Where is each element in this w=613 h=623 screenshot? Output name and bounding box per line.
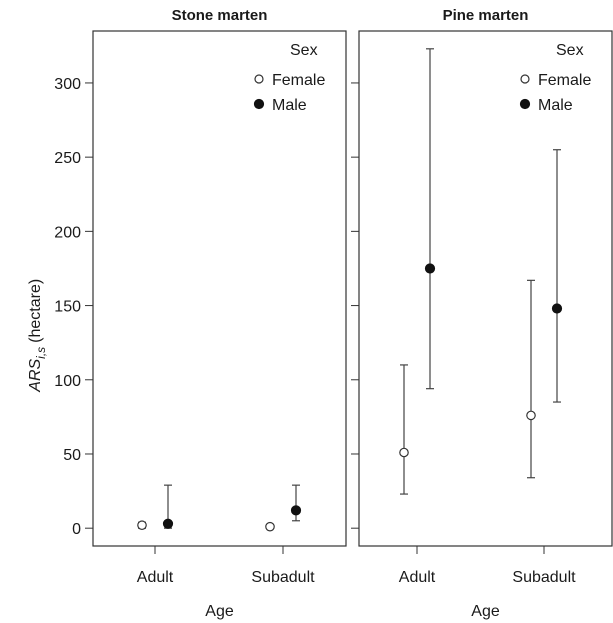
male-point [551,303,563,314]
y-axis-title-main: ARS [27,358,44,392]
y-tick-label: 250 [54,150,81,167]
legend-female-marker [254,74,264,84]
y-tick-label: 0 [72,521,81,538]
panel-title: Pine marten [443,7,529,24]
x-tick-label: Adult [137,569,174,586]
legend-title: Sex [290,42,318,59]
x-tick-label: Adult [399,569,436,586]
legend-male-marker [519,98,531,110]
male-point [162,518,174,529]
y-axis-title-subscript: i,s [34,347,48,359]
y-axis-title-unit: (hectare) [27,279,44,343]
legend-female-label: Female [272,72,325,89]
legend-female-label: Female [538,72,591,89]
legend-male-marker [253,98,265,110]
x-tick-label: Subadult [512,569,576,586]
panel-title: Stone marten [172,7,268,24]
female-point [526,410,536,421]
panel-frame [358,30,613,547]
y-axis-title: ARSi,s (hectare) [27,279,48,393]
y-tick-label: 50 [63,447,81,464]
legend-title: Sex [556,42,584,59]
female-point [265,521,275,532]
male-point [424,263,436,274]
x-axis-title: Age [205,603,234,620]
panel-frame [92,30,347,547]
legend-female-marker [520,74,530,84]
male-point [290,505,302,516]
legend-male-label: Male [538,97,573,114]
female-point [399,447,409,458]
y-tick-label: 100 [54,373,81,390]
y-tick-label: 200 [54,224,81,241]
x-tick-label: Subadult [251,569,315,586]
x-axis-title: Age [471,603,500,620]
y-tick-label: 150 [54,299,81,316]
y-tick-label: 300 [54,76,81,93]
legend-male-label: Male [272,97,307,114]
female-point [137,520,147,531]
